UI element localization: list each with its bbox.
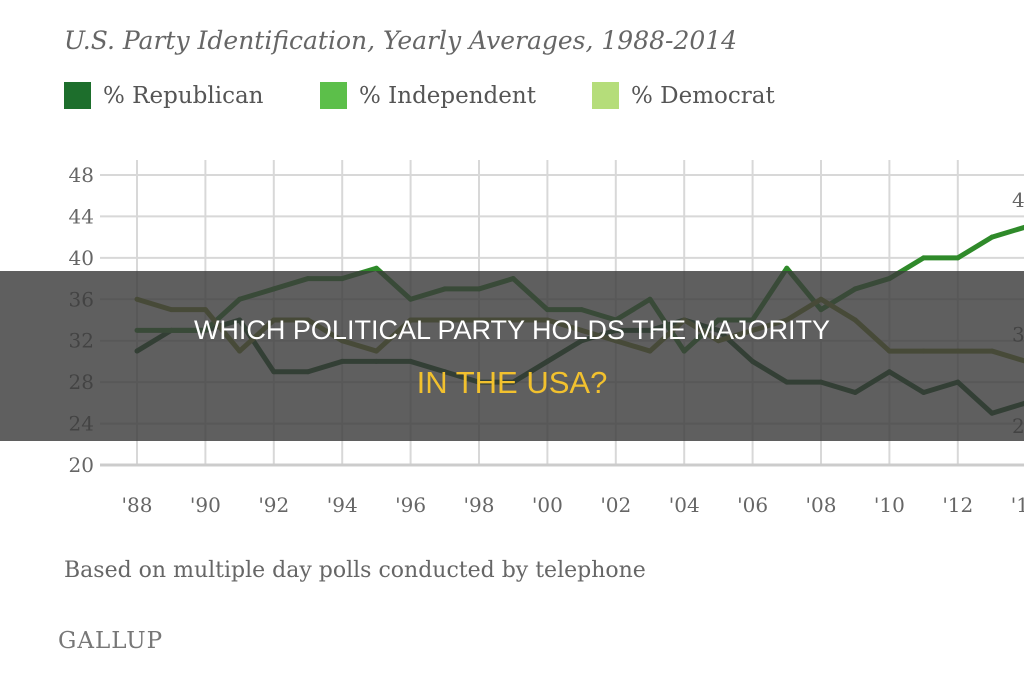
data-point (955, 255, 961, 261)
x-tick-label: '98 (464, 493, 495, 517)
y-tick-label: 40 (69, 246, 94, 270)
legend-swatch-democrat (592, 82, 619, 109)
banner-subheadline: IN THE USA? (416, 365, 608, 400)
legend-swatch-independent (320, 82, 347, 109)
x-tick-label: '90 (190, 493, 221, 517)
legend-swatch-republican (64, 82, 91, 109)
x-tick-label: '04 (669, 493, 700, 517)
x-tick-label: '14 (1011, 493, 1024, 517)
banner-headline: WHICH POLITICAL PARTY HOLDS THE MAJORITY (193, 315, 831, 345)
legend-item-republican: % Republican (64, 82, 320, 109)
y-tick-label: 44 (69, 204, 94, 228)
x-tick-label: '00 (532, 493, 563, 517)
x-tick-label: '92 (258, 493, 289, 517)
x-tick-label: '94 (327, 493, 358, 517)
gallup-logo: GALLUP (58, 628, 164, 654)
data-point (921, 255, 927, 261)
chart-title: U.S. Party Identification, Yearly Averag… (64, 26, 738, 55)
x-tick-label: '08 (806, 493, 837, 517)
legend-item-democrat: % Democrat (592, 82, 775, 109)
x-tick-label: '06 (737, 493, 768, 517)
x-tick-label: '96 (395, 493, 426, 517)
footnote: Based on multiple day polls conducted by… (64, 558, 646, 583)
x-tick-label: '12 (942, 493, 973, 517)
data-point (784, 265, 790, 271)
x-tick-label: '02 (600, 493, 631, 517)
data-point (373, 265, 379, 271)
legend-label: % Republican (103, 82, 264, 109)
y-tick-label: 48 (69, 163, 94, 187)
legend-label: % Independent (359, 82, 536, 109)
title-banner: WHICH POLITICAL PARTY HOLDS THE MAJORITY… (0, 271, 1024, 441)
y-tick-label: 20 (69, 453, 94, 477)
legend: % Republican % Independent % Democrat (64, 82, 775, 109)
x-tick-label: '10 (874, 493, 905, 517)
x-tick-label: '88 (122, 493, 153, 517)
legend-item-independent: % Independent (320, 82, 592, 109)
legend-label: % Democrat (631, 82, 775, 109)
data-point (989, 234, 995, 240)
end-value-label: 43 (1012, 188, 1024, 212)
